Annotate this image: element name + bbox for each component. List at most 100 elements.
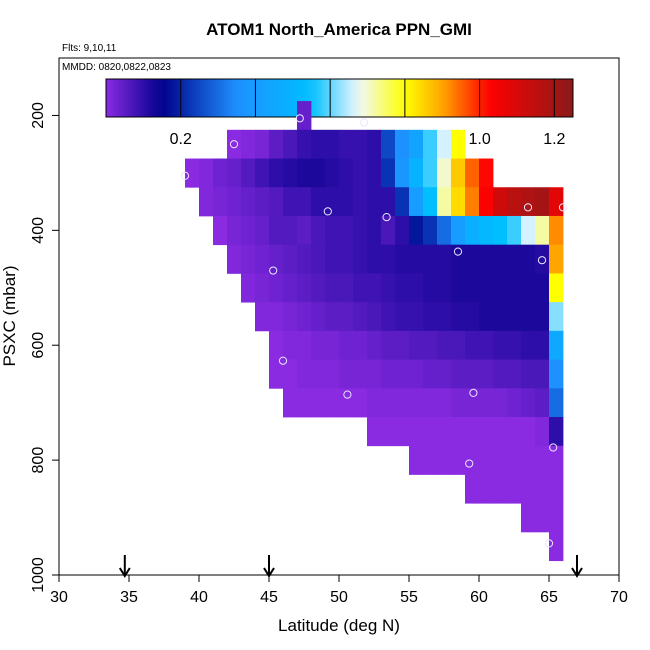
heatmap-cell bbox=[437, 158, 452, 188]
heatmap-cell bbox=[535, 187, 550, 217]
heatmap-cell bbox=[437, 359, 452, 389]
heatmap-cell bbox=[381, 215, 396, 246]
heatmap-cell bbox=[451, 359, 466, 389]
heatmap-cell bbox=[465, 302, 480, 332]
sample-point bbox=[523, 203, 533, 212]
heatmap-cell bbox=[339, 187, 354, 217]
heatmap-cell bbox=[451, 158, 466, 188]
heatmap-cell bbox=[269, 129, 284, 159]
heatmap-cell bbox=[479, 158, 494, 188]
heatmap-cell bbox=[409, 445, 424, 475]
sample-point bbox=[382, 213, 391, 222]
heatmap-cell bbox=[311, 388, 326, 418]
heatmap-cell bbox=[325, 215, 340, 246]
x-tick-label: 50 bbox=[330, 589, 348, 606]
heatmap-cell bbox=[325, 273, 340, 303]
dates-label: MMDD: 0820,0822,0823 bbox=[62, 62, 171, 73]
y-tick-label: 400 bbox=[30, 217, 47, 244]
heatmap-cell bbox=[507, 187, 522, 217]
sample-point bbox=[229, 140, 239, 149]
heatmap-cell bbox=[283, 129, 298, 159]
colorbar-tick-label: 0.2 bbox=[170, 131, 192, 148]
heatmap-cell bbox=[395, 417, 410, 447]
heatmap-cell bbox=[479, 359, 494, 389]
heatmap-cell bbox=[423, 445, 438, 475]
heatmap-cell bbox=[381, 359, 396, 389]
colorbar-frame bbox=[105, 78, 574, 118]
heatmap-cell bbox=[353, 330, 368, 360]
heatmap-cell bbox=[353, 158, 368, 188]
heatmap-cell bbox=[409, 330, 424, 360]
heatmap-cell bbox=[493, 417, 508, 447]
heatmap-cell bbox=[465, 187, 480, 217]
sample-points bbox=[180, 114, 568, 548]
heatmap-cell bbox=[381, 129, 396, 159]
heatmap-cell bbox=[395, 388, 410, 418]
heatmap-cell bbox=[493, 330, 508, 360]
heatmap-cell bbox=[423, 187, 438, 217]
heatmap-cell bbox=[451, 445, 466, 475]
heatmap-cell bbox=[535, 503, 550, 533]
heatmap-cell bbox=[465, 215, 480, 246]
heatmap-cell bbox=[437, 417, 452, 447]
heatmap-cell bbox=[535, 215, 550, 246]
sample-point bbox=[465, 459, 474, 468]
heatmap-cell bbox=[493, 187, 508, 217]
heatmap-cell bbox=[283, 244, 298, 274]
heatmap-cell bbox=[353, 129, 368, 159]
heatmap-cell bbox=[213, 158, 228, 188]
heatmap-cell bbox=[409, 158, 424, 188]
x-tick-label: 65 bbox=[540, 589, 558, 606]
heatmap-cell bbox=[535, 445, 550, 475]
heatmap-cell bbox=[451, 215, 466, 246]
y-axis: 200 400 600 800 1000 bbox=[30, 102, 59, 593]
heatmap-cell bbox=[367, 302, 382, 332]
heatmap-cell bbox=[255, 187, 270, 217]
heatmap-cell bbox=[297, 330, 312, 360]
heatmap-cell bbox=[381, 244, 396, 274]
heatmap-cell bbox=[409, 129, 424, 159]
heatmap-cell bbox=[479, 330, 494, 360]
heatmap-cell bbox=[269, 359, 284, 389]
heatmap-cell bbox=[507, 244, 522, 274]
heatmap-cell bbox=[283, 330, 298, 360]
heatmap-cell bbox=[353, 244, 368, 274]
heatmap-cell bbox=[423, 359, 438, 389]
heatmap-cell bbox=[255, 215, 270, 246]
heatmap-cell bbox=[241, 129, 256, 159]
heatmap-cell bbox=[395, 359, 410, 389]
heatmap-cell bbox=[367, 129, 382, 159]
heatmap-cell bbox=[479, 302, 494, 332]
heatmap-cell bbox=[521, 187, 536, 217]
flight-marker-arrowhead bbox=[118, 567, 131, 578]
x-tick-label: 35 bbox=[120, 589, 138, 606]
heatmap-cell bbox=[381, 417, 396, 447]
heatmap-cell bbox=[521, 244, 536, 274]
sample-point bbox=[558, 203, 568, 212]
heatmap-cell bbox=[507, 445, 522, 475]
heatmap-cell bbox=[521, 215, 536, 246]
heatmap-cell bbox=[241, 273, 256, 303]
heatmap-cell bbox=[409, 388, 424, 418]
heatmap-cell bbox=[507, 474, 522, 504]
colorbar-tick-label: 1.0 bbox=[468, 131, 490, 148]
heatmap-cell bbox=[367, 330, 382, 360]
heatmap-cell bbox=[493, 388, 508, 418]
heatmap-cell bbox=[409, 417, 424, 447]
heatmap-cell bbox=[325, 187, 340, 217]
heatmap-cell bbox=[367, 187, 382, 217]
heatmap-cell bbox=[297, 158, 312, 188]
heatmap-cell bbox=[339, 244, 354, 274]
heatmap-cell bbox=[269, 330, 284, 360]
heatmap-cell bbox=[521, 445, 536, 475]
heatmap-cell bbox=[311, 129, 326, 159]
heatmap-cell bbox=[451, 273, 466, 303]
heatmap-cell bbox=[493, 244, 508, 274]
heatmap-cell bbox=[451, 388, 466, 418]
heatmap-cell bbox=[423, 273, 438, 303]
heatmap-cell bbox=[241, 187, 256, 217]
flight-marker-arrowhead bbox=[571, 567, 583, 578]
heatmap-cell bbox=[423, 244, 438, 274]
heatmap-cell bbox=[479, 474, 494, 504]
heatmap-cell bbox=[521, 302, 536, 332]
